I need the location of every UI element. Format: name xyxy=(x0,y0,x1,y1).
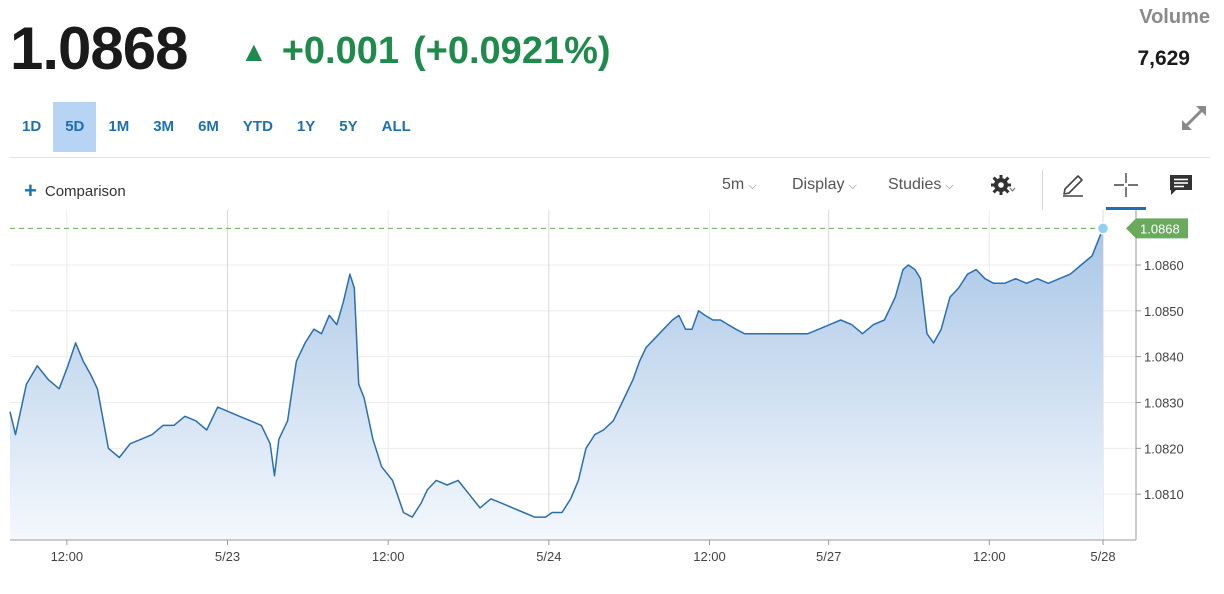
chart-marks: 1.0868 xyxy=(10,218,1188,239)
y-axis: 1.0860 1.0850 1.0840 1.0830 1.0820 1.0810 xyxy=(1135,210,1184,540)
change-percent: (+0.0921%) xyxy=(413,30,611,72)
price-chart: 1.0860 1.0850 1.0840 1.0830 1.0820 1.0810 12:… xyxy=(9,210,1188,564)
y-tick-label: 1.0860 xyxy=(1144,258,1184,273)
studies-dropdown[interactable]: Studies ⌵ xyxy=(888,176,954,194)
x-axis: 12:00 5/23 12:00 5/24 12:00 5/27 12:00 5/28 xyxy=(10,539,1136,564)
x-tick-label: 5/24 xyxy=(536,549,561,564)
y-tick-label: 1.0810 xyxy=(1144,487,1184,502)
interval-label: 5m xyxy=(722,176,745,193)
price-change: ▲ +0.001 (+0.0921%) xyxy=(240,30,611,73)
volume-label: Volume xyxy=(1139,6,1210,28)
interval-dropdown[interactable]: 5m ⌵ xyxy=(722,176,757,194)
chevron-down-icon: ⌵ xyxy=(848,180,857,192)
studies-label: Studies xyxy=(888,176,942,193)
x-tick-label: 5/27 xyxy=(816,549,841,564)
pencil-icon[interactable] xyxy=(1060,172,1086,198)
x-tick-label: 5/23 xyxy=(215,549,240,564)
y-tick-label: 1.0850 xyxy=(1144,304,1184,319)
volume-value: 7,629 xyxy=(1137,47,1190,70)
gear-icon[interactable] xyxy=(990,172,1016,198)
last-price: 1.0868 xyxy=(10,15,189,82)
x-tick-label: 12:00 xyxy=(973,549,1006,564)
range-tab-6m[interactable]: 6M xyxy=(198,118,219,135)
expand-icon[interactable] xyxy=(1178,102,1210,134)
y-tick-label: 1.0840 xyxy=(1144,350,1184,365)
price-line xyxy=(9,228,1104,518)
last-price-tag-label: 1.0868 xyxy=(1140,221,1180,236)
change-value: +0.001 xyxy=(281,30,400,72)
range-tab-1y[interactable]: 1Y xyxy=(296,118,316,135)
last-price-tag xyxy=(1126,218,1188,239)
x-tick-label: 12:00 xyxy=(51,549,84,564)
comparison-button[interactable]: + Comparison xyxy=(24,180,126,202)
crosshair-icon[interactable] xyxy=(1113,172,1139,198)
header-divider xyxy=(10,157,1210,158)
range-tab-ytd[interactable]: YTD xyxy=(242,118,273,135)
x-tick-label: 12:00 xyxy=(693,549,726,564)
display-label: Display xyxy=(792,176,845,193)
x-tick-label: 12:00 xyxy=(372,549,405,564)
y-tick-label: 1.0820 xyxy=(1144,441,1184,456)
comparison-label: Comparison xyxy=(44,182,126,200)
display-dropdown[interactable]: Display ⌵ xyxy=(792,176,857,194)
range-tabs: 1D 5D 1M 3M 6M YTD 1Y 5Y ALL xyxy=(10,102,423,152)
arrow-up-icon: ▲ xyxy=(240,35,268,67)
comment-icon[interactable] xyxy=(1168,172,1194,198)
x-tick-label: 5/28 xyxy=(1090,549,1115,564)
last-price-marker xyxy=(1096,222,1110,235)
toolbar-separator xyxy=(1042,170,1043,210)
plus-icon: + xyxy=(24,178,37,203)
price-area-fill xyxy=(10,228,1103,541)
range-tab-1d[interactable]: 1D xyxy=(22,118,42,135)
range-tab-all[interactable]: ALL xyxy=(381,118,411,135)
chevron-down-icon: ⌵ xyxy=(945,180,954,192)
chevron-down-icon: ⌵ xyxy=(748,180,757,192)
active-tool-indicator xyxy=(1106,207,1146,210)
y-tick-label: 1.0830 xyxy=(1144,396,1184,411)
range-tab-5y[interactable]: 5Y xyxy=(339,118,358,135)
range-tab-1m[interactable]: 1M xyxy=(108,118,130,135)
range-tab-5d[interactable]: 5D xyxy=(53,102,97,152)
range-tab-3m[interactable]: 3M xyxy=(153,118,175,135)
